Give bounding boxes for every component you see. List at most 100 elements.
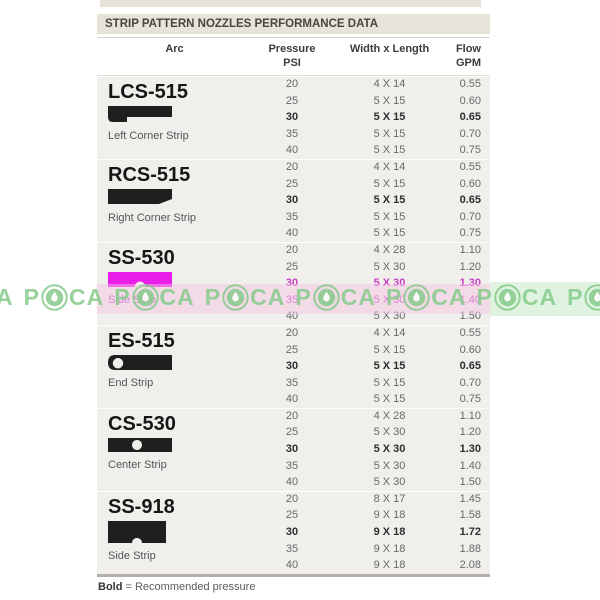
column-header-pressure: Pressure PSI [252, 42, 332, 75]
nozzle-section-es-515: ES-515 End Strip 20 4 X 14 0.55 25 5 X 15 0.60 3… [97, 325, 490, 408]
column-header-arc: Arc [165, 43, 184, 55]
pressure-cell: 40 [285, 559, 299, 572]
pressure-cell: 40 [285, 310, 299, 323]
width-length-cell: 4 X 14 [373, 160, 406, 173]
nozzle-section-ss-530: SS-530 Side Strip 20 4 X 28 1.10 25 5 X 30 1.20… [97, 242, 490, 325]
flow-cell: 0.60 [459, 177, 481, 190]
column-header-flow: Flow GPM [447, 42, 490, 75]
width-length-cell: 4 X 14 [373, 326, 406, 339]
pressure-cell: 40 [285, 144, 299, 157]
pressure-cell: 30 [285, 194, 299, 207]
footnote: Bold = Recommended pressure [97, 573, 490, 599]
flow-cell: 1.30 [459, 277, 481, 290]
arc-cell: CS-530 Center Strip [97, 408, 252, 491]
nozzle-section-lcs-515: LCS-515 Left Corner Strip 20 4 X 14 0.55 25 5 … [97, 76, 490, 159]
pressure-cell: 25 [285, 509, 299, 522]
pressure-cell: 25 [285, 426, 299, 439]
width-length-cell: 5 X 15 [373, 210, 406, 223]
pressure-cell: 20 [285, 160, 299, 173]
flow-cell: 0.65 [459, 194, 481, 207]
flow-cell: 1.88 [459, 542, 481, 555]
flow-cell: 0.55 [459, 78, 481, 90]
arc-pattern-icon [108, 520, 166, 548]
flow-cell: 0.75 [459, 393, 481, 406]
flow-cell: 0.70 [459, 127, 481, 140]
width-length-cell: 5 X 30 [373, 476, 406, 489]
width-length-cell: 9 X 18 [373, 542, 406, 555]
flow-cell: 0.75 [459, 144, 481, 157]
nozzle-model: SS-530 [108, 246, 175, 269]
flow-cell: 1.10 [459, 409, 481, 422]
nozzle-section-ss-918: SS-918 Side Strip 20 8 X 17 1.45 25 9 X 18 1.58… [97, 491, 490, 574]
width-length-cell: 9 X 18 [373, 559, 406, 572]
flow-cell: 1.45 [459, 492, 481, 505]
flow-cell: 0.60 [459, 343, 481, 356]
flow-cell: 0.70 [459, 376, 481, 389]
watermark-letter: CA [521, 283, 558, 310]
arc-pattern-icon [108, 188, 172, 205]
water-drop-icon [51, 291, 58, 301]
arc-pattern-icon [108, 354, 172, 370]
watermark-unit: P CA [24, 284, 105, 311]
flow-cell: 1.40 [459, 459, 481, 472]
nozzle-performance-table: STRIP PATTERN NOZZLES PERFORMANCE DATA A… [97, 14, 490, 599]
watermark-unit: P CA [567, 284, 600, 311]
nozzle-type-label: Right Corner Strip [108, 211, 197, 224]
flow-cell: 0.75 [459, 227, 481, 240]
column-header-width-length: Width x Length [349, 43, 430, 55]
pressure-cell: 20 [285, 492, 299, 505]
water-drop-icon [504, 291, 511, 301]
table-title: STRIP PATTERN NOZZLES PERFORMANCE DATA [97, 14, 490, 34]
pressure-cell: 35 [285, 376, 299, 389]
arc-cell: ES-515 End Strip [97, 325, 252, 408]
pressure-cell: 35 [285, 127, 299, 140]
width-length-cell: 5 X 15 [373, 194, 406, 207]
width-length-cell: 4 X 28 [373, 243, 406, 256]
arc-pattern-icon [108, 106, 172, 123]
nozzle-model: SS-918 [108, 495, 175, 518]
width-length-cell: 5 X 15 [373, 127, 406, 140]
flow-cell: 0.55 [459, 326, 481, 339]
flow-cell: 1.72 [459, 526, 481, 539]
watermark-logo-icon [494, 283, 521, 311]
arc-cell: RCS-515 Right Corner Strip [97, 159, 252, 242]
nozzle-type-label: Center Strip [108, 458, 167, 471]
pressure-cell: 40 [285, 227, 299, 240]
column-header-pressure-unit: PSI [283, 57, 301, 69]
nozzle-section-cs-530: CS-530 Center Strip 20 4 X 28 1.10 25 5 X 30 1.… [97, 408, 490, 491]
width-length-cell: 5 X 30 [373, 293, 406, 306]
width-length-cell: 5 X 30 [373, 443, 406, 456]
footnote-bold-term: Bold [98, 580, 123, 593]
width-length-cell: 8 X 17 [373, 492, 406, 505]
table-header-row: Arc Pressure PSI Width x Length Flow GPM [97, 37, 490, 76]
nozzle-type-label: Side Strip [108, 549, 156, 562]
watermark-logo-icon [41, 283, 68, 311]
pressure-cell: 30 [285, 277, 299, 290]
flow-cell: 1.20 [459, 260, 481, 273]
pressure-cell: 25 [285, 177, 299, 190]
pressure-cell: 30 [285, 360, 299, 373]
nozzle-model: ES-515 [108, 329, 175, 352]
nozzle-model: RCS-515 [108, 163, 191, 186]
width-length-cell: 5 X 15 [373, 177, 406, 190]
footnote-text: = Recommended pressure [122, 580, 256, 593]
pressure-cell: 35 [285, 542, 299, 555]
nozzle-type-label: End Strip [108, 376, 154, 389]
flow-cell: 0.60 [459, 94, 481, 107]
pressure-cell: 35 [285, 459, 299, 472]
pressure-cell: 25 [285, 260, 299, 273]
flow-cell: 1.20 [459, 426, 481, 439]
width-length-cell: 5 X 15 [373, 94, 406, 107]
width-length-cell: 9 X 18 [373, 509, 406, 522]
width-length-cell: 4 X 14 [373, 78, 406, 90]
pressure-cell: 30 [285, 526, 299, 539]
flow-cell: 0.65 [459, 360, 481, 373]
flow-cell: 1.40 [459, 293, 481, 306]
pressure-cell: 20 [285, 78, 299, 90]
flow-cell: 1.58 [459, 509, 481, 522]
top-edge-strip [100, 0, 481, 7]
arc-cell: SS-530 Side Strip [97, 242, 252, 325]
width-length-cell: 5 X 30 [373, 426, 406, 439]
flow-cell: 1.30 [459, 443, 481, 456]
